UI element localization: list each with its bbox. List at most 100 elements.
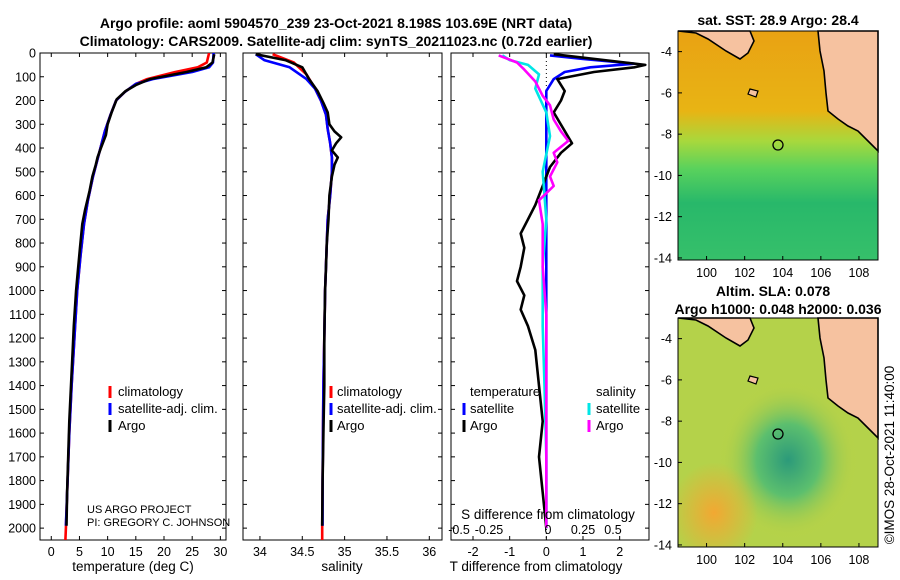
depth-tick-label: 600 xyxy=(15,189,36,203)
s-tick-label: -0.5 xyxy=(448,523,470,537)
imos-credit: ©IMOS 28-Oct-2021 11:40:00 xyxy=(882,366,897,545)
temperature-profiles xyxy=(64,53,216,540)
depth-tick-label: 700 xyxy=(15,213,36,227)
depth-tick-label: 800 xyxy=(15,237,36,251)
depth-tick-label: 1300 xyxy=(8,355,36,369)
lon-tick-label: 108 xyxy=(849,553,870,567)
lon-tick-label: 104 xyxy=(772,266,793,280)
lat-tick-label: -6 xyxy=(661,86,672,100)
x-tick-label: 30 xyxy=(213,545,227,559)
x-tick-label: 2 xyxy=(616,545,623,559)
series-line-salinity-satellite xyxy=(501,54,552,529)
depth-tick-label: 1100 xyxy=(9,308,36,322)
x-tick-label: 25 xyxy=(185,545,199,559)
depth-tick-label: 400 xyxy=(15,142,36,156)
depth-tick-label: 300 xyxy=(15,118,36,132)
depth-axis: 0 100 200 300 400 500 600 700 800 900 1000 1100 1200… xyxy=(8,47,226,536)
x-tick-label: 36 xyxy=(422,545,436,559)
sst-map: 100 102 104 106 108 -4 -6 -8 -10 -12 -14 xyxy=(654,30,879,280)
lat-tick-label: -14 xyxy=(654,251,672,265)
lat-tick-label: -12 xyxy=(654,497,672,511)
lon-tick-label: 108 xyxy=(849,266,870,280)
difference-depth-ticks xyxy=(451,52,649,529)
legend-label-argo: Argo xyxy=(337,418,364,433)
x-tick-label: -2 xyxy=(467,545,478,559)
depth-tick-label: 500 xyxy=(15,165,36,179)
series-line-argo xyxy=(255,53,343,526)
lat-tick-label: -10 xyxy=(654,169,672,183)
difference-panel: -2 -1 0 1 2 temperature salinity satellite A… xyxy=(448,52,650,559)
x-tick-label: 20 xyxy=(157,545,171,559)
sst-map-frame xyxy=(677,30,879,261)
salinity-x-axis: 34 34.5 35 35.5 36 xyxy=(253,53,436,559)
x-tick-label: 34.5 xyxy=(290,545,314,559)
salinity-panel: 34 34.5 35 35.5 36 climatology satellite-adj… xyxy=(242,52,443,559)
temperature-panel: 0100200300400500600700800900100011001200… xyxy=(8,47,230,560)
s-tick-label: 0.25 xyxy=(571,523,595,537)
temperature-legend: climatology satellite-adj. clim. Argo xyxy=(108,384,218,433)
depth-tick-label: 1200 xyxy=(8,332,36,346)
difference-profiles xyxy=(498,53,647,529)
credit-project: US ARGO PROJECT xyxy=(87,504,192,516)
sla-map: 100 102 104 106 108 -4 -6 -8 -10 -12 -14 xyxy=(654,317,879,567)
lon-tick-label: 100 xyxy=(696,266,717,280)
x-tick-label: 0 xyxy=(543,545,550,559)
legend-label-satellite-adj: satellite-adj. clim. xyxy=(118,401,218,416)
x-tick-label: 0 xyxy=(48,545,55,559)
depth-tick-label: 1800 xyxy=(8,474,36,488)
temperature-x-label: temperature (deg C) xyxy=(72,559,194,574)
temperature-axes-box xyxy=(39,52,227,541)
legend-label-climatology: climatology xyxy=(337,384,403,399)
salinity-depth-ticks xyxy=(243,52,442,529)
depth-tick-label: 1700 xyxy=(8,450,36,464)
lon-tick-label: 100 xyxy=(696,553,717,567)
argo-position-marker xyxy=(772,139,784,151)
salinity-profiles xyxy=(254,53,343,540)
lon-tick-label: 102 xyxy=(734,553,755,567)
legend-label-t-argo: Argo xyxy=(470,418,497,433)
sla-map-title: Altim. SLA: 0.078 xyxy=(716,283,831,299)
series-line-argo xyxy=(65,53,216,526)
argo-position-marker xyxy=(772,428,784,440)
depth-tick-label: 200 xyxy=(15,94,36,108)
legend-label-satellite-adj: satellite-adj. clim. xyxy=(337,401,437,416)
s-tick-label: 0 xyxy=(545,523,552,537)
x-tick-label: -1 xyxy=(504,545,515,559)
depth-tick-label: 1400 xyxy=(8,379,36,393)
lon-tick-label: 106 xyxy=(810,553,831,567)
enggano-island xyxy=(747,375,759,385)
figure-title-line2: Climatology: CARS2009. Satellite-adj cli… xyxy=(80,33,593,49)
depth-tick-label: 1500 xyxy=(8,403,36,417)
x-tick-label: 10 xyxy=(101,545,115,559)
salinity-x-label: salinity xyxy=(321,559,363,574)
legend-label-t-satellite: satellite xyxy=(470,401,514,416)
x-tick-label: 1 xyxy=(580,545,587,559)
lat-tick-label: -6 xyxy=(661,373,672,387)
lat-tick-label: -4 xyxy=(661,45,672,59)
difference-legend: temperature salinity satellite Argo sate… xyxy=(462,384,640,433)
series-line-temperature-argo xyxy=(515,53,647,529)
lat-tick-label: -10 xyxy=(654,456,672,470)
sst-map-title: sat. SST: 28.9 Argo: 28.4 xyxy=(697,12,859,28)
depth-tick-label: 1000 xyxy=(8,284,36,298)
x-tick-label: 35.5 xyxy=(375,545,399,559)
land-sumatra xyxy=(677,317,755,347)
depth-tick-label: 900 xyxy=(15,260,36,274)
x-tick-label: 34 xyxy=(253,545,267,559)
series-line-salinity-argo xyxy=(498,54,570,529)
temperature-x-axis: 0 5 10 15 20 25 30 xyxy=(48,53,227,559)
t-difference-x-label: T difference from climatology xyxy=(450,559,623,574)
lon-tick-label: 102 xyxy=(734,266,755,280)
depth-tick-label: 1900 xyxy=(8,498,36,512)
sst-map-axes: 100 102 104 106 108 -4 -6 -8 -10 -12 -14 xyxy=(654,45,870,280)
depth-tick-label: 0 xyxy=(29,47,36,61)
sla-map-subtitle: Argo h1000: 0.048 h2000: 0.036 xyxy=(674,301,881,317)
depth-tick-label: 100 xyxy=(15,70,36,84)
legend-label-s-argo: Argo xyxy=(596,418,623,433)
legend-label-argo: Argo xyxy=(118,418,145,433)
sla-map-frame xyxy=(677,317,879,548)
s-difference-ticks: -0.5 -0.25 0 0.25 0.5 xyxy=(448,523,622,537)
salinity-legend: climatology satellite-adj. clim. Argo xyxy=(329,384,437,433)
lat-tick-label: -14 xyxy=(654,538,672,552)
